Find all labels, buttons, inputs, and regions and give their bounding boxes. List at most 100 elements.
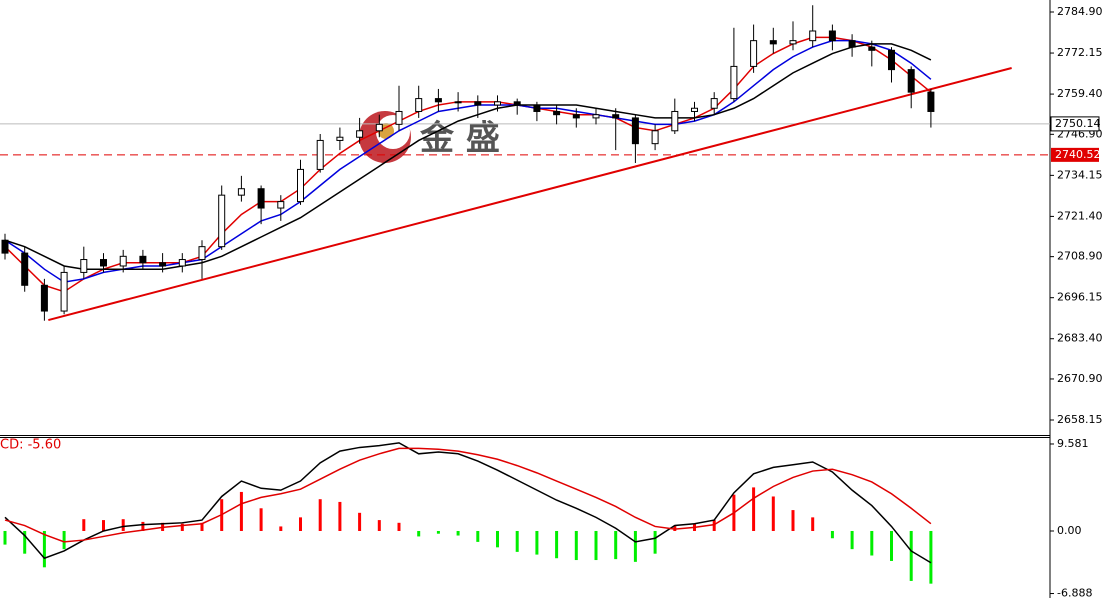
y-tick-label: 2772.15	[1057, 46, 1102, 59]
histogram-bar	[555, 530, 559, 559]
histogram-bar	[673, 525, 677, 531]
y-tick-label: 2784.90	[1057, 5, 1102, 18]
histogram-bar	[653, 530, 657, 554]
candle-body	[21, 252, 29, 286]
candle-body	[513, 101, 521, 106]
candle-body	[336, 136, 344, 141]
y-tick-label: 2696.15	[1057, 291, 1102, 304]
candle-body	[434, 98, 442, 103]
y-tick-label: 2708.90	[1057, 250, 1102, 263]
histogram-bar	[358, 512, 362, 531]
histogram-bar	[515, 530, 519, 552]
moving-average	[4, 36, 932, 293]
candle-body	[198, 246, 206, 261]
candle-body	[178, 259, 186, 267]
candle-body	[454, 101, 462, 104]
price-label: 2750.14	[1055, 117, 1101, 130]
candle-body	[750, 40, 758, 67]
histogram-bar	[279, 526, 283, 531]
candle-body	[237, 188, 245, 196]
macd-line	[4, 447, 932, 543]
histogram-bar	[397, 522, 401, 531]
histogram-bar	[870, 530, 874, 556]
y-tick-label: 2670.90	[1057, 372, 1102, 385]
trendline	[48, 67, 1012, 322]
candle-body	[927, 91, 935, 112]
histogram-bar	[830, 530, 834, 539]
histogram-bar	[82, 519, 86, 531]
candle-body	[612, 114, 620, 119]
candle-body	[139, 255, 147, 264]
histogram-bar	[594, 530, 598, 561]
candle-body	[474, 101, 482, 106]
histogram-bar	[811, 517, 815, 531]
y-tick-label: 2683.40	[1057, 332, 1102, 345]
candle-body	[257, 188, 265, 209]
y-tick-label: 0.00	[1057, 524, 1082, 537]
alert-label: 2740.52	[1055, 148, 1101, 161]
candle-body	[671, 110, 679, 132]
histogram-bar	[102, 520, 105, 531]
y-tick-label: 2759.40	[1057, 87, 1102, 100]
candle-body	[553, 110, 561, 116]
candle-body	[631, 117, 639, 145]
histogram-bar	[338, 501, 342, 531]
histogram-bar	[633, 530, 637, 562]
candle-body	[592, 114, 600, 119]
candle-body	[80, 259, 88, 273]
candle-body	[375, 123, 383, 132]
y-tick-label: 2721.40	[1057, 209, 1102, 222]
candle-body	[60, 271, 68, 312]
candle-body	[789, 40, 797, 45]
histogram-bar	[62, 530, 66, 550]
candle-body	[494, 101, 501, 106]
histogram-bar	[791, 510, 795, 531]
candle-body	[730, 65, 738, 100]
histogram-bar	[929, 530, 933, 584]
histogram-bar	[771, 496, 775, 531]
candle-body	[651, 130, 659, 145]
histogram-bar	[496, 530, 499, 548]
histogram-bar	[890, 530, 893, 561]
histogram-bar	[535, 530, 539, 555]
candle-body	[828, 30, 836, 42]
histogram-bar	[476, 530, 480, 542]
histogram-bar	[850, 530, 854, 550]
candle-body	[415, 98, 423, 112]
histogram-bar	[180, 523, 184, 531]
candle-body	[691, 107, 698, 112]
candle-body	[159, 262, 167, 267]
candle-body	[533, 104, 541, 112]
histogram-bar	[141, 521, 145, 531]
histogram-bar	[42, 530, 46, 568]
y-tick-label: 9.581	[1057, 437, 1089, 450]
histogram-bar	[23, 530, 27, 554]
y-tick-label: 2734.15	[1057, 168, 1102, 181]
macd-line	[4, 442, 932, 564]
histogram-bar	[239, 491, 243, 531]
candle-body	[40, 284, 48, 312]
histogram-bar	[259, 508, 263, 531]
candle-body	[218, 194, 226, 248]
histogram-bar	[121, 519, 125, 531]
macd-label: CD: -5.60	[0, 438, 61, 453]
histogram-bar	[417, 530, 421, 537]
y-tick-label: 2658.15	[1057, 413, 1102, 426]
alert-box	[1051, 147, 1099, 162]
histogram-bar	[3, 530, 7, 545]
candle-body	[572, 114, 580, 119]
candle-body	[907, 69, 915, 93]
histogram-bar	[752, 487, 756, 531]
histogram-bar	[200, 522, 204, 531]
candle-body	[848, 40, 856, 48]
histogram-bar	[436, 530, 440, 534]
histogram-bar	[318, 499, 322, 531]
moving-average	[4, 43, 932, 270]
candle-body	[710, 98, 718, 109]
watermark: 金 盛	[419, 119, 500, 159]
candle-body	[316, 139, 324, 170]
candle-body	[356, 130, 364, 138]
candle-body	[1, 239, 9, 254]
histogram-bar	[614, 530, 618, 560]
